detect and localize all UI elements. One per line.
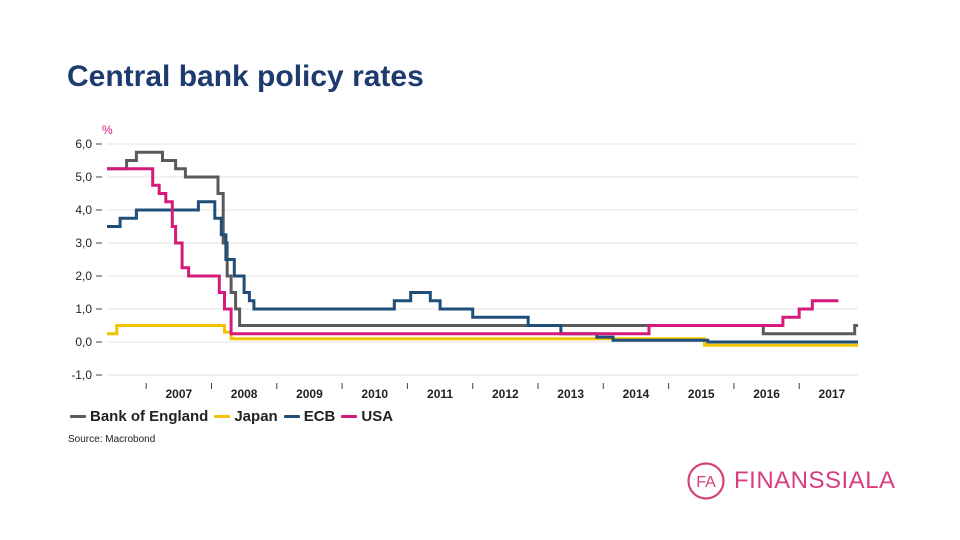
- y-tick-label: 5,0: [75, 170, 92, 184]
- fa-logo-icon: FA: [687, 462, 725, 500]
- x-tick-label: 2012: [492, 387, 519, 401]
- legend-label: Bank of England: [90, 408, 209, 425]
- series-line-ecb: [107, 200, 858, 344]
- policy-rate-chart: % 6,0 5,0 4,0 3,0 2,0 1,0 0,0 -1,0 2007 2008 2009 20…: [71, 123, 858, 401]
- x-tick-label: 2013: [557, 387, 584, 401]
- logo-text: FINANSSIALA: [734, 467, 896, 494]
- x-tick-label: 2011: [427, 387, 453, 401]
- logo-ring: [687, 462, 725, 500]
- legend-swatch: [341, 415, 358, 418]
- y-tick-label: 1,0: [75, 302, 92, 316]
- x-tick-label: 2008: [231, 387, 258, 401]
- series-line-usa: [107, 167, 839, 336]
- x-tick-label: 2009: [296, 387, 323, 401]
- x-tick-label: 2016: [753, 387, 780, 401]
- legend-item: Bank of England: [70, 408, 208, 425]
- legend-swatch: [214, 415, 231, 418]
- series-line-bank-of-england: [107, 150, 858, 336]
- series-line-japan: [107, 324, 858, 347]
- legend-item: ECB: [283, 408, 336, 425]
- x-tick-label: 2007: [165, 387, 192, 401]
- chart-legend: Bank of England Japan ECB USA: [70, 408, 393, 425]
- y-tick-label: 2,0: [75, 269, 92, 283]
- y-tick-label: 6,0: [75, 137, 92, 151]
- legend-item: USA: [341, 408, 393, 425]
- source-note: Source: Macrobond: [68, 434, 156, 445]
- finanssiala-logo: FA FINANSSIALA: [686, 461, 896, 501]
- x-tick-label: 2010: [361, 387, 388, 401]
- x-tick-label: 2017: [819, 387, 846, 401]
- legend-label: USA: [361, 408, 394, 425]
- x-tick-label: 2014: [623, 387, 650, 401]
- legend-swatch: [283, 415, 300, 418]
- logo-mark-text: FA: [696, 474, 716, 491]
- legend-swatch: [70, 415, 86, 418]
- legend-item: Japan: [214, 408, 278, 425]
- slide-title: Central bank policy rates: [67, 60, 424, 93]
- x-tick-label: 2015: [688, 387, 715, 401]
- y-tick-label: 4,0: [75, 203, 92, 217]
- y-axis-unit-label: %: [102, 123, 113, 137]
- y-tick-label: 0,0: [75, 335, 92, 349]
- y-tick-label: 3,0: [75, 236, 92, 250]
- y-tick-label: -1,0: [71, 368, 92, 382]
- legend-label: Japan: [234, 408, 278, 425]
- legend-label: ECB: [303, 408, 336, 425]
